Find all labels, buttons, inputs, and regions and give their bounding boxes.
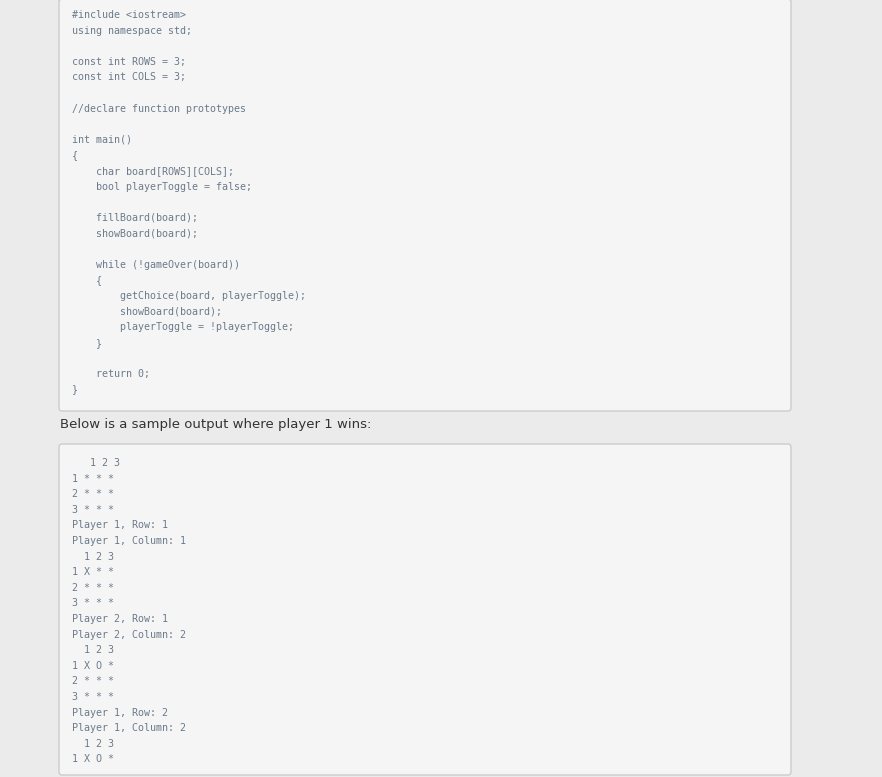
Text: 2 * * *: 2 * * * (72, 677, 114, 686)
Text: int main(): int main() (72, 134, 132, 145)
Text: Player 1, Column: 1: Player 1, Column: 1 (72, 536, 186, 546)
Text: bool playerToggle = false;: bool playerToggle = false; (72, 182, 252, 192)
Text: {: { (72, 151, 78, 160)
Text: 1 2 3: 1 2 3 (72, 552, 114, 562)
Text: while (!gameOver(board)): while (!gameOver(board)) (72, 260, 240, 270)
Text: 1 X * *: 1 X * * (72, 567, 114, 577)
Text: Player 1, Row: 2: Player 1, Row: 2 (72, 708, 168, 718)
Text: char board[ROWS][COLS];: char board[ROWS][COLS]; (72, 166, 234, 176)
Text: showBoard(board);: showBoard(board); (72, 228, 198, 239)
Text: 3 * * *: 3 * * * (72, 598, 114, 608)
Text: const int COLS = 3;: const int COLS = 3; (72, 72, 186, 82)
Text: 2 * * *: 2 * * * (72, 583, 114, 593)
Text: }: } (72, 337, 102, 347)
Text: using namespace std;: using namespace std; (72, 26, 192, 36)
Text: Player 1, Column: 2: Player 1, Column: 2 (72, 723, 186, 733)
Text: 2 * * *: 2 * * * (72, 490, 114, 499)
Text: 1 2 3: 1 2 3 (72, 645, 114, 655)
Text: }: } (72, 385, 78, 395)
Text: const int ROWS = 3;: const int ROWS = 3; (72, 57, 186, 67)
Text: Player 2, Row: 1: Player 2, Row: 1 (72, 614, 168, 624)
Text: 1 2 3: 1 2 3 (72, 739, 114, 749)
Text: 1 X O *: 1 X O * (72, 660, 114, 671)
Text: Player 2, Column: 2: Player 2, Column: 2 (72, 629, 186, 639)
Text: Player 1, Row: 1: Player 1, Row: 1 (72, 521, 168, 531)
FancyBboxPatch shape (59, 0, 791, 411)
FancyBboxPatch shape (59, 444, 791, 775)
Text: 1 X O *: 1 X O * (72, 754, 114, 765)
Text: fillBoard(board);: fillBoard(board); (72, 213, 198, 223)
Text: #include <iostream>: #include <iostream> (72, 10, 186, 20)
Text: 1 * * *: 1 * * * (72, 474, 114, 483)
Text: {: { (72, 275, 102, 285)
Text: 3 * * *: 3 * * * (72, 505, 114, 515)
Text: 3 * * *: 3 * * * (72, 692, 114, 702)
Text: showBoard(board);: showBoard(board); (72, 306, 222, 316)
Text: return 0;: return 0; (72, 369, 150, 379)
Text: playerToggle = !playerToggle;: playerToggle = !playerToggle; (72, 322, 294, 332)
Text: 1 2 3: 1 2 3 (72, 458, 120, 468)
Text: getChoice(board, playerToggle);: getChoice(board, playerToggle); (72, 291, 306, 301)
Text: //declare function prototypes: //declare function prototypes (72, 103, 246, 113)
Text: Below is a sample output where player 1 wins:: Below is a sample output where player 1 … (60, 418, 371, 431)
